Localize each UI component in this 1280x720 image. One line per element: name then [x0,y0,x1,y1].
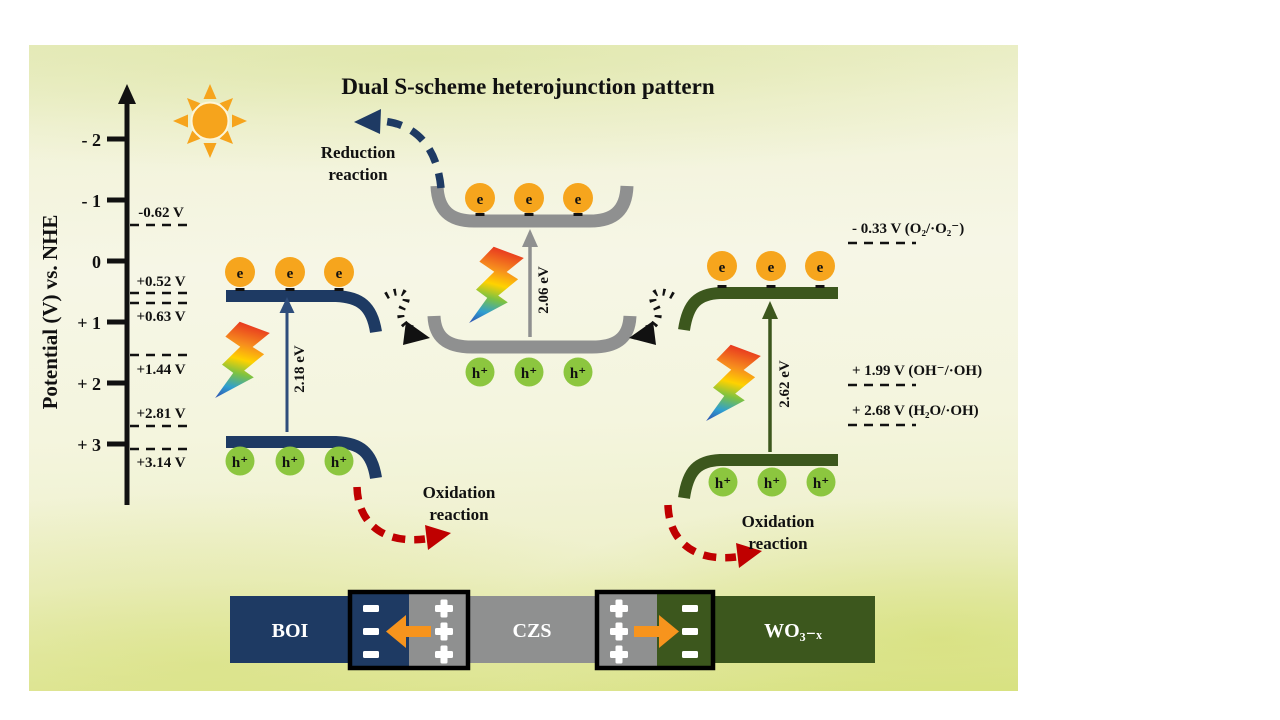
positive-charges [610,599,628,664]
boi-valence-band [226,436,382,480]
electron-transfer-arrow-wo3x-czs [629,288,675,345]
redox-label-h2o: + 2.68 V (H₂O/·OH) [852,403,979,419]
czs-conduction-band [430,185,634,228]
czs-block-label: CZS [513,620,552,642]
hole-label: h⁺ [521,366,537,382]
czs-block [468,596,597,663]
reduction-reaction-label: reaction [328,165,388,184]
hole-row-wo3x: h⁺ h⁺ h⁺ [708,467,836,497]
axis-arrowhead-icon [118,84,136,104]
axis-tick-label: + 3 [77,435,101,455]
boi-conduction-band [226,290,382,334]
electron-label: e [237,266,244,282]
oxidation-arrow-wo3x [664,504,762,568]
electron-label: e [287,266,294,282]
wo3x-block-label: WO₃₋ₓ [764,620,822,642]
wo3x-bandgap-label: 2.62 eV [777,360,793,408]
wo3x-block [713,596,875,663]
sun-icon [173,84,247,158]
level-label-czs-vb: +1.44 V [136,362,185,378]
axis-tick-label: + 2 [77,374,101,394]
boi-bandgap-label: 2.18 eV [292,345,308,393]
redox-level-lines [848,241,916,427]
electron-label: e [336,266,343,282]
positive-charges [435,599,453,664]
level-label-boi-vb: +2.81 V [136,406,185,422]
wo3x-bandgap-arrow [762,301,778,452]
hole-label: h⁺ [232,455,248,471]
figure-title: Dual S-scheme heterojunction pattern [341,74,714,99]
redox-label-oh: + 1.99 V (OH⁻/·OH) [852,363,982,379]
negative-charges [682,605,698,658]
oxidation-arrow-boi [353,486,451,550]
light-bolt-icon [209,319,271,408]
oxidation-reaction-label-boi: Oxidation [423,483,496,502]
redox-label-o2: - 0.33 V (O₂/·O₂⁻) [852,221,964,237]
wo3x-valence-band [678,454,838,500]
band-level-lines [130,223,193,451]
czs-bandgap-arrow [522,229,538,337]
electron-label: e [768,260,775,276]
axis-title: Potential (V) vs. NHE [38,215,62,410]
light-bolt-icon [700,342,762,431]
interface-czs-wo3x [594,589,716,671]
axis-tick-label: - 2 [82,130,102,150]
hole-label: h⁺ [570,366,586,382]
boi-bandgap-arrow [279,297,295,432]
boi-block-label: BOI [272,620,309,642]
oxidation-reaction-label-wo3x: Oxidation [742,512,815,531]
electron-row-boi: e e e [225,257,354,291]
axis-tick-label: - 1 [82,191,102,211]
reduction-arrow [354,109,445,189]
electron-label: e [477,192,484,208]
czs-bandgap-label: 2.06 eV [536,266,552,314]
electron-row-wo3x: e e e [707,251,835,288]
electron-flow-arrow-left-icon [386,615,431,648]
axis-tick-label: 0 [92,252,101,272]
oxidation-reaction-label-boi: reaction [429,505,489,524]
level-label-wo3x-cb: +0.52 V [136,274,185,290]
negative-charges [363,605,379,658]
hole-label: h⁺ [715,476,731,492]
level-label-boi-cb: +0.63 V [136,309,185,325]
electron-label: e [526,192,533,208]
potential-axis: - 2 - 1 0 + 1 + 2 + 3 Potential (V) vs. … [38,84,136,505]
electron-label: e [719,260,726,276]
light-bolt-icon [463,244,525,333]
composite-bar: BOI CZS WO₃₋ₓ [230,589,875,671]
hole-label: h⁺ [472,366,488,382]
hole-label: h⁺ [813,476,829,492]
electron-label: e [575,192,582,208]
electron-row-czs: e e e [465,183,593,216]
axis-tick-label: + 1 [77,313,101,333]
czs-valence-band [427,315,637,354]
level-label-wo3x-vb: +3.14 V [136,455,185,471]
electron-transfer-arrow-boi-czs [384,288,430,345]
oxidation-reaction-label-wo3x: reaction [748,534,808,553]
hole-label: h⁺ [764,476,780,492]
level-label-czs-cb: -0.62 V [138,205,184,221]
reduction-reaction-label: Reduction [321,143,396,162]
wo3x-conduction-band [678,287,838,332]
hole-label: h⁺ [331,455,347,471]
electron-flow-arrow-right-icon [634,615,679,648]
hole-row-boi: h⁺ h⁺ h⁺ [225,446,354,476]
hole-label: h⁺ [282,455,298,471]
electron-label: e [817,260,824,276]
interface-boi-czs [347,589,471,671]
hole-row-czs: h⁺ h⁺ h⁺ [465,357,593,387]
boi-block [230,596,350,663]
